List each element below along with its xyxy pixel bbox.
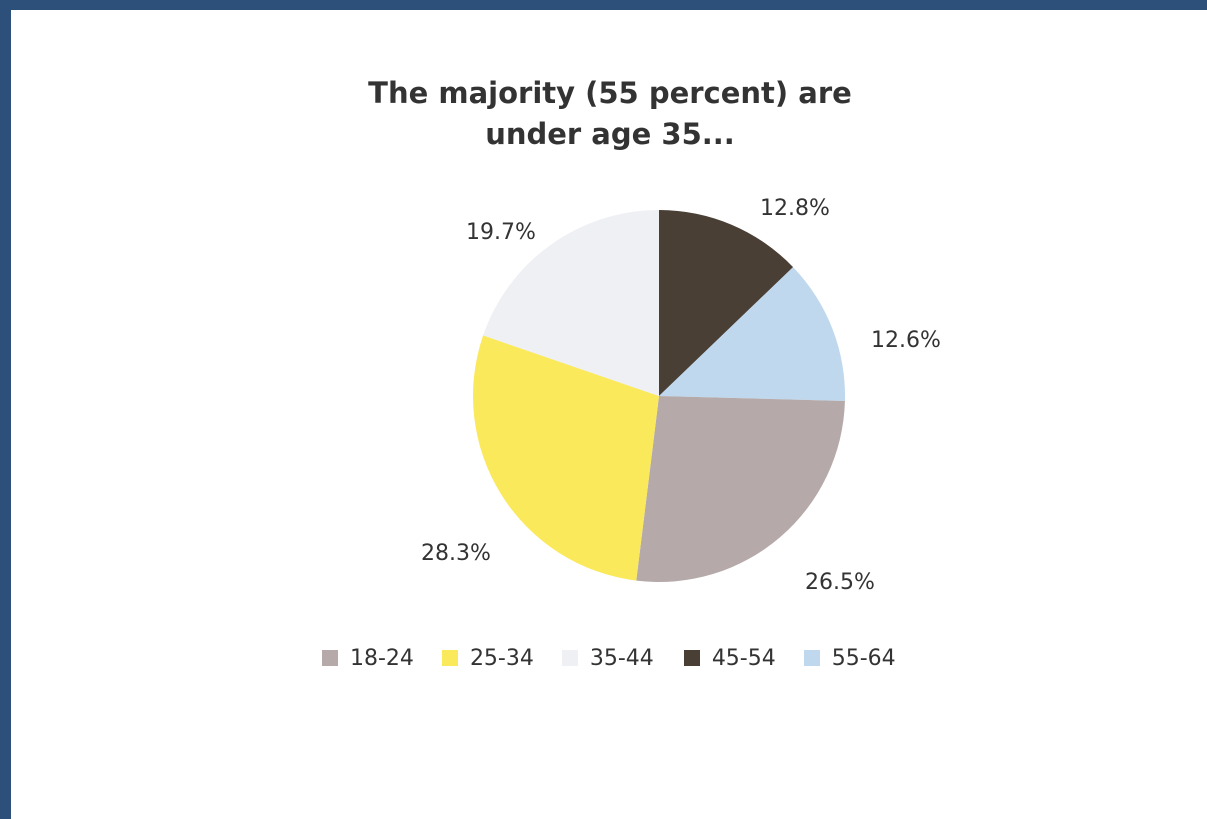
pie-label-25-34: 28.3%: [421, 541, 491, 566]
pie-label-55-64: 12.6%: [871, 328, 941, 353]
legend-item-55-64: 55-64: [803, 645, 896, 671]
legend-label-25-34: 25-34: [469, 645, 534, 671]
pie-slice-35-44: [483, 210, 659, 396]
legend-item-18-24: 18-24: [322, 646, 414, 671]
pie-label-18-24: 26.5%: [805, 570, 875, 595]
legend-item-25-34: 25-34: [441, 645, 534, 671]
chart-legend: 18-24 25-34 35-44 45-54 55-64: [322, 643, 896, 673]
chart-title: The majority (55 percent) are under age …: [300, 73, 920, 155]
legend-swatch-18-24: [322, 650, 338, 666]
pie-slice-18-24: [636, 396, 845, 582]
pie-slice-55-64: [659, 267, 845, 401]
pie-slice-45-54: [659, 210, 794, 396]
legend-label-35-44: 35-44: [589, 645, 654, 671]
pie-labels: 12.8% 12.6% 26.5% 28.3% 19.7%: [421, 196, 941, 595]
pie-slices: [472, 210, 845, 582]
legend-label-45-54: 45-54: [711, 645, 776, 671]
frame-border-left: [0, 0, 11, 819]
legend-swatch-55-64: [803, 650, 820, 666]
legend-item-45-54: 45-54: [683, 645, 776, 671]
legend-item-35-44: 35-44: [561, 645, 654, 671]
legend-swatch-35-44: [561, 650, 578, 666]
legend-swatch-45-54: [683, 650, 700, 666]
chart-title-line-1: The majority (55 percent) are: [368, 76, 852, 110]
pie-label-45-54: 12.8%: [760, 196, 830, 221]
legend-label-18-24: 18-24: [350, 645, 414, 671]
legend-swatch-25-34: [441, 650, 458, 666]
frame-border-top: [0, 0, 1207, 10]
pie-slice-25-34: [472, 335, 659, 581]
pie-label-35-44: 19.7%: [466, 220, 536, 245]
chart-title-line-2: under age 35...: [485, 117, 735, 151]
legend-label-55-64: 55-64: [831, 645, 896, 671]
